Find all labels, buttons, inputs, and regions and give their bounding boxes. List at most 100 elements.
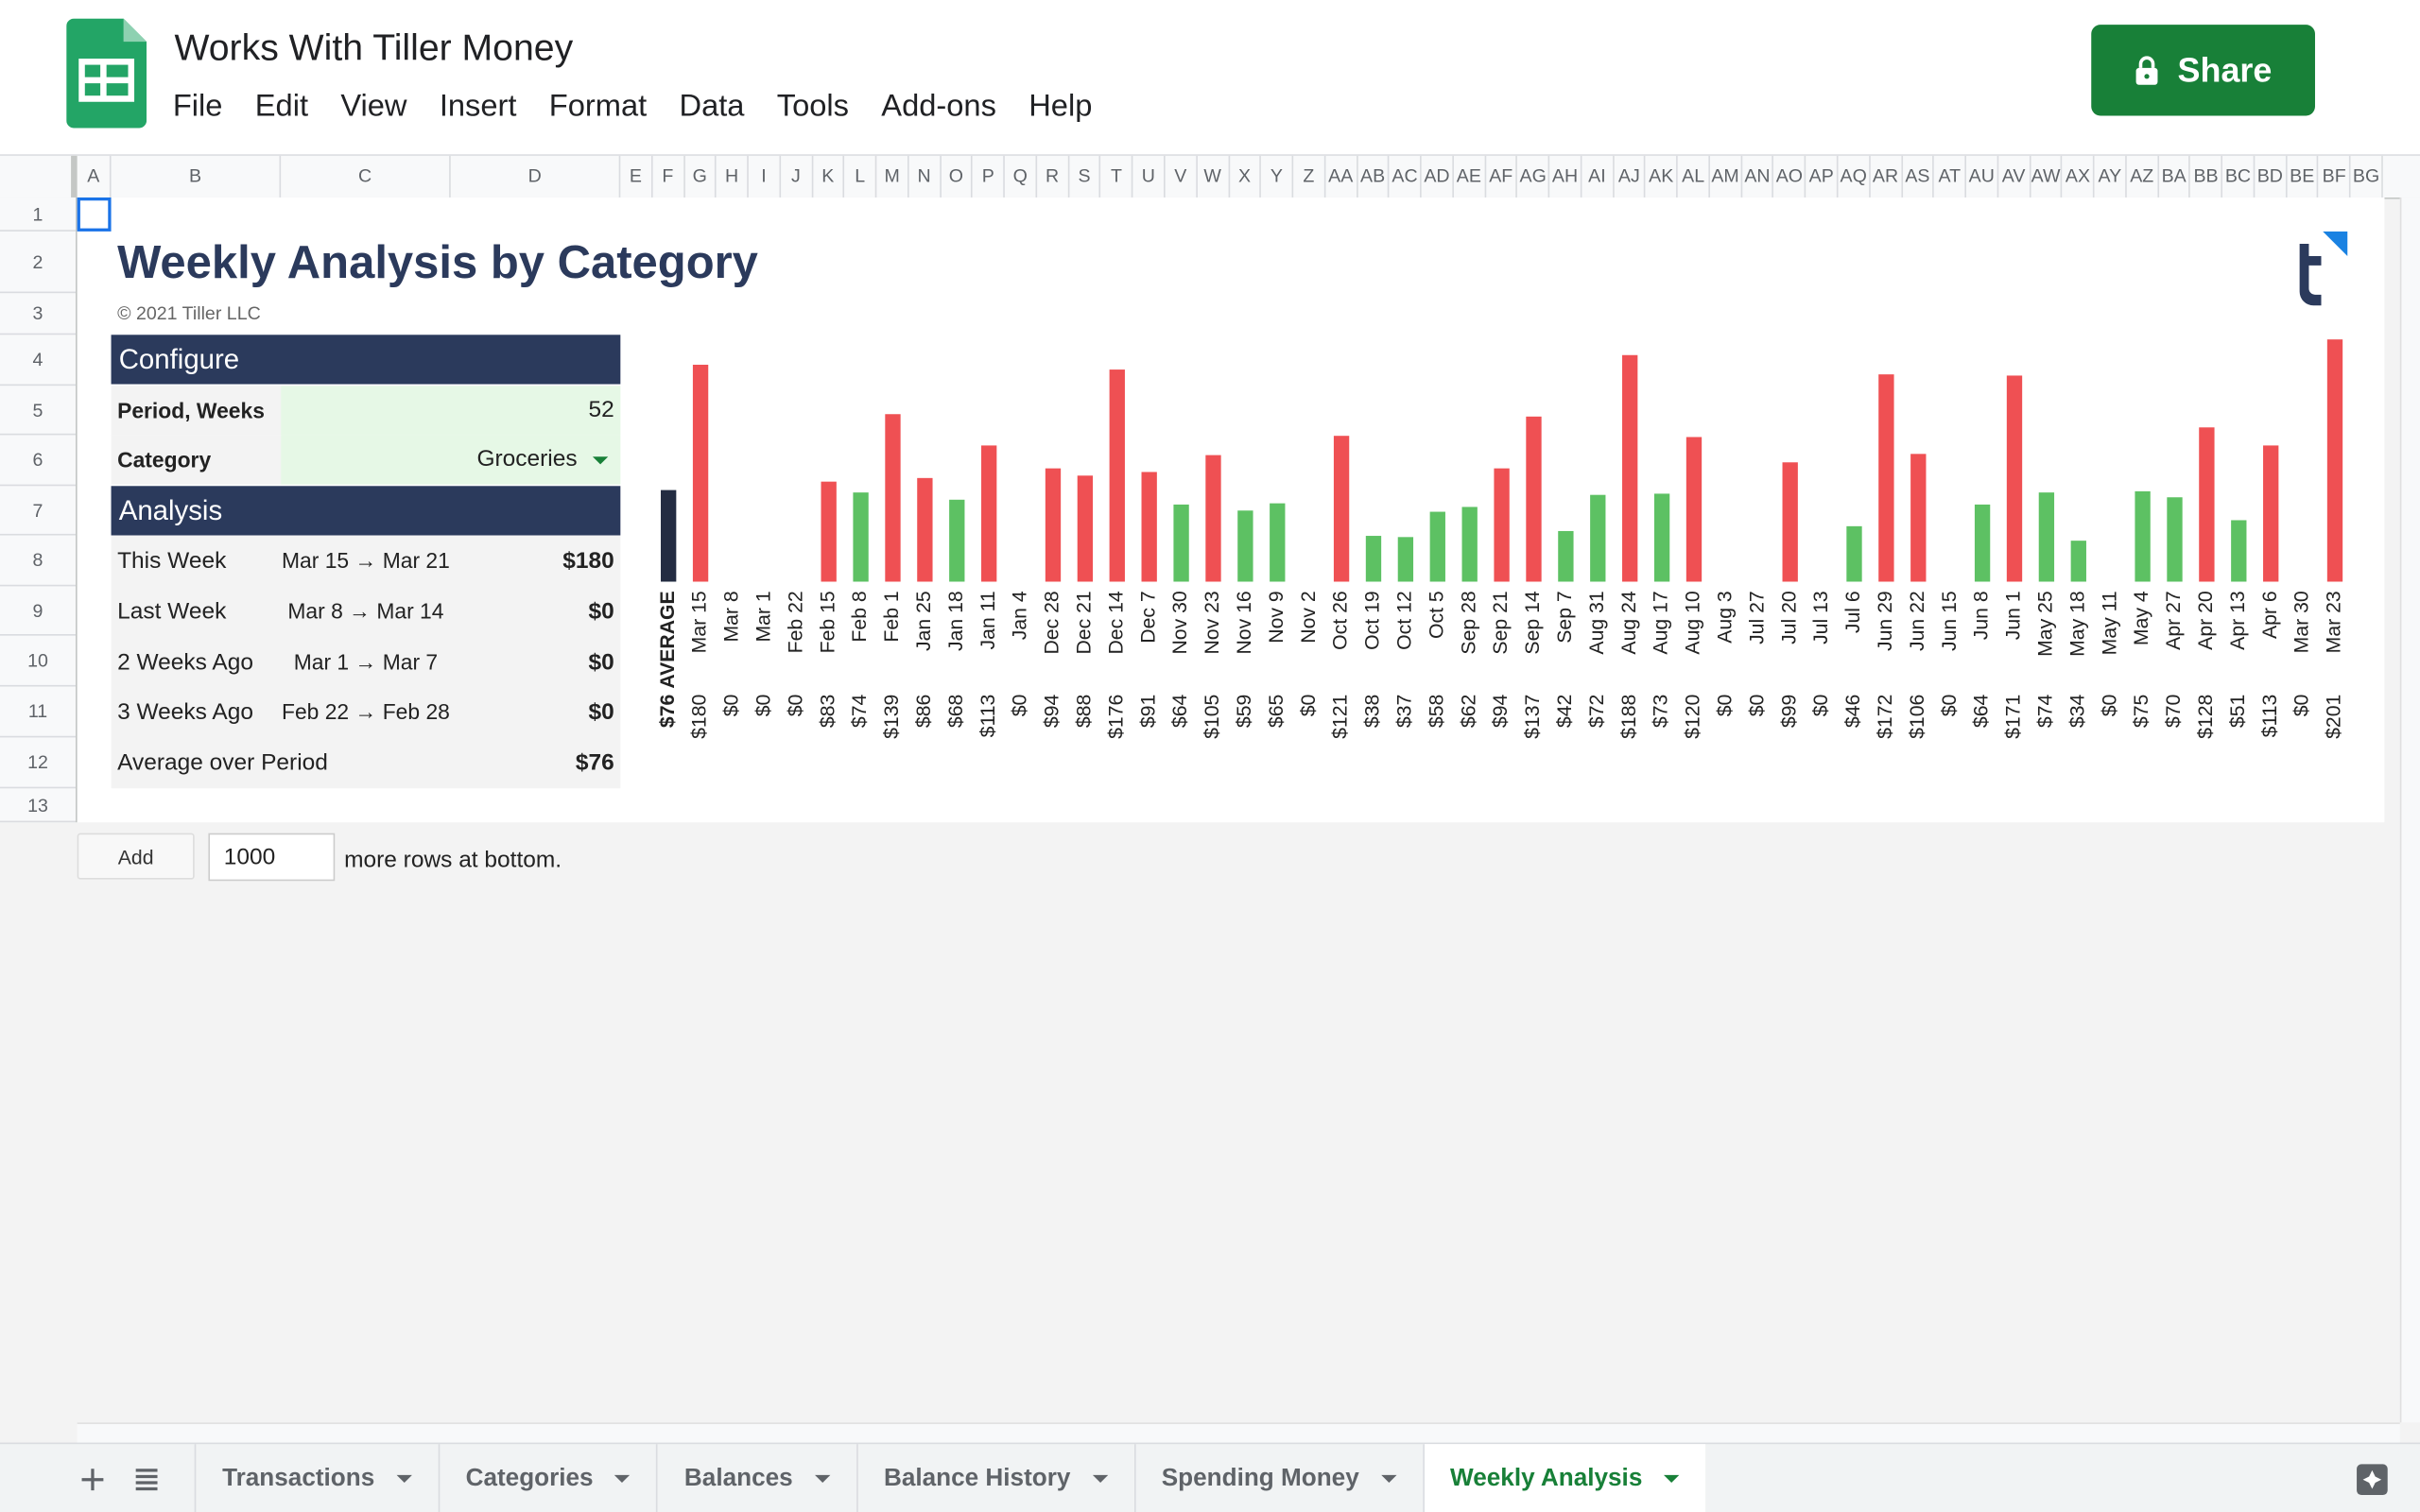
column-header[interactable]: AG (1518, 155, 1550, 198)
column-header[interactable]: BA (2159, 155, 2191, 198)
menu-item[interactable]: Data (679, 89, 745, 124)
column-header[interactable]: BG (2351, 155, 2383, 198)
column-header[interactable]: R (1037, 155, 1069, 198)
column-header[interactable]: AT (1934, 155, 1967, 198)
sheet-tab[interactable]: Balance History (856, 1444, 1134, 1512)
column-header[interactable]: AF (1486, 155, 1518, 198)
sheet-tab[interactable]: Transactions (194, 1444, 438, 1512)
column-header[interactable]: AS (1902, 155, 1935, 198)
column-header[interactable]: AJ (1614, 155, 1647, 198)
menu-item[interactable]: Edit (254, 89, 309, 124)
explore-button[interactable] (2355, 1463, 2389, 1497)
column-header[interactable]: AZ (2127, 155, 2159, 198)
column-header[interactable]: X (1229, 155, 1262, 198)
menu-item[interactable]: Help (1028, 89, 1093, 124)
column-header[interactable]: AR (1870, 155, 1903, 198)
column-header[interactable]: Q (1005, 155, 1037, 198)
column-header[interactable]: AE (1454, 155, 1486, 198)
column-header[interactable]: Z (1293, 155, 1326, 198)
column-header[interactable]: H (717, 155, 749, 198)
column-header[interactable]: AU (1966, 155, 1999, 198)
column-header[interactable]: AD (1422, 155, 1454, 198)
column-header[interactable]: C (281, 155, 451, 198)
row-header[interactable]: 6 (0, 435, 76, 487)
column-header[interactable]: E (620, 155, 653, 198)
row-header[interactable]: 1 (0, 198, 76, 232)
sheet-tab[interactable]: Weekly Analysis (1422, 1444, 1706, 1512)
column-header[interactable]: AB (1357, 155, 1390, 198)
column-header[interactable]: AI (1582, 155, 1615, 198)
column-header[interactable]: G (684, 155, 717, 198)
column-header[interactable]: V (1166, 155, 1198, 198)
column-header[interactable]: BC (2222, 155, 2256, 198)
column-header[interactable]: P (973, 155, 1006, 198)
row-header[interactable]: 12 (0, 737, 76, 789)
row-label: This Week (117, 547, 227, 575)
menu-item[interactable]: View (340, 89, 407, 124)
horizontal-scrollbar[interactable] (77, 1422, 2400, 1445)
column-header[interactable]: BD (2255, 155, 2288, 198)
column-header[interactable]: O (941, 155, 974, 198)
row-header[interactable]: 10 (0, 636, 76, 687)
column-header[interactable]: S (1069, 155, 1101, 198)
column-header[interactable]: AV (1998, 155, 2031, 198)
column-header[interactable]: AY (2095, 155, 2127, 198)
column-header[interactable]: AW (2031, 155, 2063, 198)
column-header[interactable]: AH (1549, 155, 1582, 198)
row-header[interactable]: 2 (0, 232, 76, 294)
column-header[interactable]: A (78, 155, 112, 198)
row-header[interactable]: 3 (0, 293, 76, 335)
sheets-logo[interactable] (66, 18, 147, 129)
row-header[interactable]: 11 (0, 687, 76, 738)
column-header[interactable]: AL (1678, 155, 1710, 198)
sheet-tab[interactable]: Balances (656, 1444, 856, 1512)
document-title[interactable]: Works With Tiller Money (174, 27, 574, 70)
row-header[interactable]: 13 (0, 788, 76, 823)
row-header[interactable]: 9 (0, 586, 76, 636)
menu-item[interactable]: Tools (776, 89, 850, 124)
column-header[interactable]: J (781, 155, 813, 198)
column-header[interactable]: K (813, 155, 845, 198)
share-button[interactable]: Share (2091, 25, 2315, 116)
row-header[interactable]: 5 (0, 386, 76, 436)
column-header[interactable]: AO (1774, 155, 1806, 198)
selected-cell[interactable] (77, 197, 112, 232)
column-header[interactable]: F (652, 155, 685, 198)
column-header[interactable]: AA (1325, 155, 1357, 198)
row-header[interactable]: 7 (0, 486, 76, 536)
column-header[interactable]: AC (1390, 155, 1422, 198)
menu-item[interactable]: File (172, 89, 223, 124)
row-header[interactable]: 8 (0, 536, 76, 587)
column-header[interactable]: L (845, 155, 877, 198)
column-header[interactable]: AP (1806, 155, 1839, 198)
column-header[interactable]: AM (1710, 155, 1742, 198)
sheet-tab[interactable]: Spending Money (1133, 1444, 1422, 1512)
add-rows-button[interactable]: Add (77, 833, 195, 880)
column-header[interactable]: BE (2287, 155, 2320, 198)
add-rows-input[interactable]: 1000 (208, 833, 336, 882)
column-header[interactable]: BF (2319, 155, 2351, 198)
row-header[interactable]: 4 (0, 335, 76, 387)
menu-item[interactable]: Insert (439, 89, 517, 124)
column-header[interactable]: AK (1646, 155, 1678, 198)
column-header[interactable]: Y (1261, 155, 1294, 198)
column-header[interactable]: BB (2190, 155, 2223, 198)
column-header[interactable]: I (749, 155, 781, 198)
sheet-tab[interactable]: Categories (438, 1444, 656, 1512)
column-header[interactable]: T (1101, 155, 1133, 198)
column-header[interactable]: W (1198, 155, 1230, 198)
menu-item[interactable]: Format (548, 89, 648, 124)
category-dropdown[interactable]: Groceries (281, 435, 621, 485)
column-header[interactable]: AQ (1839, 155, 1871, 198)
tab-controls[interactable] (78, 1463, 170, 1497)
column-header[interactable]: AX (2063, 155, 2095, 198)
column-header[interactable]: N (908, 155, 942, 198)
column-header[interactable]: B (112, 155, 282, 198)
vertical-scrollbar[interactable] (2399, 197, 2420, 1423)
column-header[interactable]: M (877, 155, 909, 198)
menu-item[interactable]: Add-ons (881, 89, 996, 124)
column-header[interactable]: D (451, 155, 621, 198)
column-header[interactable]: AN (1742, 155, 1774, 198)
period-value[interactable]: 52 (281, 386, 621, 436)
column-header[interactable]: U (1133, 155, 1166, 198)
